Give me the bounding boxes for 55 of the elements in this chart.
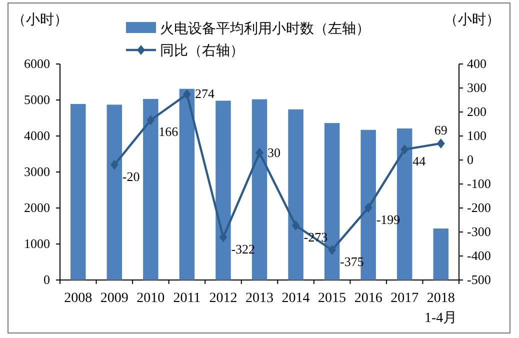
y2-tick-label: 300 xyxy=(467,80,486,95)
x-tick-label: 2016 xyxy=(354,291,382,306)
legend-label: 同比（右轴） xyxy=(160,43,244,59)
y2-tick-label: -500 xyxy=(467,272,491,287)
x-tick-label: 2013 xyxy=(246,291,274,306)
point xyxy=(364,202,372,213)
y-tick-label: 5000 xyxy=(24,92,50,107)
y2-tick-label: -300 xyxy=(467,224,491,239)
bar xyxy=(143,98,158,280)
y-axis-title: （小时） xyxy=(12,12,68,28)
y-tick-label: 6000 xyxy=(24,56,50,71)
y2-tick-label: 0 xyxy=(467,152,474,167)
y-tick-label: 1000 xyxy=(24,236,50,251)
x-tick-label: 2014 xyxy=(282,291,310,306)
x-tick-label: 2008 xyxy=(64,291,92,306)
y-tick-label: 0 xyxy=(44,272,50,287)
y2-tick-label: 100 xyxy=(467,128,486,143)
data-label: 274 xyxy=(194,86,215,102)
point xyxy=(400,144,409,154)
y2-tick-label: -200 xyxy=(467,200,491,215)
y2-axis-title: （小时） xyxy=(444,12,500,28)
y2-tick-label: 200 xyxy=(467,104,486,119)
point xyxy=(110,160,118,170)
data-label: 30 xyxy=(268,144,280,160)
bar xyxy=(288,109,304,280)
point xyxy=(292,220,300,231)
point xyxy=(219,232,228,242)
data-label: -20 xyxy=(122,168,140,184)
data-label: 69 xyxy=(434,122,448,138)
x-tick-label: 2009 xyxy=(100,291,128,306)
y-tick-label: 4000 xyxy=(24,128,50,143)
bar xyxy=(106,104,122,280)
y2-tick-label: 400 xyxy=(467,56,486,71)
x-tick-label: 2010 xyxy=(136,291,165,306)
data-label: 166 xyxy=(158,124,179,140)
bar xyxy=(433,228,448,280)
point xyxy=(436,138,445,148)
point xyxy=(328,245,336,255)
x-tick-label: 2012 xyxy=(209,291,238,306)
bar xyxy=(70,104,86,280)
point xyxy=(146,115,155,126)
x-tick-label: 2011 xyxy=(173,291,201,306)
x-tick-label: 2015 xyxy=(318,291,346,306)
y2-tick-label: -400 xyxy=(467,248,491,263)
y2-tick-label: -100 xyxy=(467,176,491,191)
data-label: 44 xyxy=(412,153,426,168)
bar xyxy=(179,88,195,280)
legend-label: 火电设备平均利用小时数（左轴） xyxy=(160,21,370,37)
y-tick-label: 2000 xyxy=(24,200,50,215)
bar xyxy=(216,100,231,280)
y-tick-label: 3000 xyxy=(24,164,50,179)
point xyxy=(182,89,191,100)
x-tick-label: 2018 1-4月 xyxy=(424,291,458,326)
point xyxy=(256,148,264,158)
x-tick-label: 2017 xyxy=(390,291,419,306)
